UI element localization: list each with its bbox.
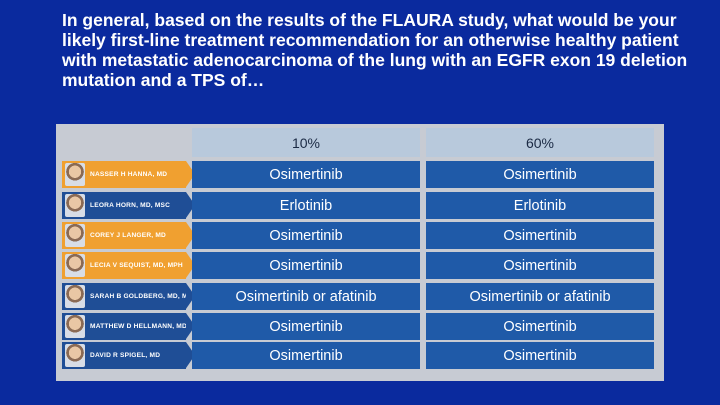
avatar	[65, 254, 85, 277]
faculty-name-tab: DAVID R SPIGEL, MD	[62, 342, 195, 369]
answer-cell-60: Osimertinib	[426, 342, 654, 369]
answer-cell-60: Osimertinib or afatinib	[426, 283, 654, 310]
faculty-name-tab: LEORA HORN, MD, MSC	[62, 192, 195, 219]
column-header-60: 60%	[426, 128, 654, 157]
answer-cell-10: Osimertinib	[192, 222, 420, 249]
question-text: In general, based on the results of the …	[62, 10, 688, 90]
faculty-name: DAVID R SPIGEL, MD	[90, 352, 161, 359]
answer-cell-60: Osimertinib	[426, 161, 654, 188]
faculty-name: MATTHEW D HELLMANN, MD	[90, 323, 187, 330]
avatar	[65, 224, 85, 247]
answer-cell-60: Osimertinib	[426, 313, 654, 340]
answer-cell-60: Erlotinib	[426, 192, 654, 219]
answer-cell-10: Osimertinib	[192, 161, 420, 188]
faculty-name: LEORA HORN, MD, MSC	[90, 202, 171, 209]
avatar	[65, 344, 85, 367]
faculty-name: NASSER H HANNA, MD	[90, 171, 168, 178]
faculty-name: COREY J LANGER, MD	[90, 232, 167, 239]
faculty-name: LECIA V SEQUIST, MD, MPH	[90, 262, 183, 269]
faculty-name-tab: NASSER H HANNA, MD	[62, 161, 195, 188]
faculty-name-tab: LECIA V SEQUIST, MD, MPH	[62, 252, 195, 279]
faculty-name-tab: MATTHEW D HELLMANN, MD	[62, 313, 195, 340]
answer-cell-60: Osimertinib	[426, 222, 654, 249]
answer-cell-10: Osimertinib or afatinib	[192, 283, 420, 310]
faculty-name-tab: COREY J LANGER, MD	[62, 222, 195, 249]
avatar	[65, 315, 85, 338]
answer-cell-10: Osimertinib	[192, 313, 420, 340]
column-header-10: 10%	[192, 128, 420, 157]
faculty-name: SARAH B GOLDBERG, MD, MPH	[90, 293, 198, 300]
answer-cell-60: Osimertinib	[426, 252, 654, 279]
avatar	[65, 163, 85, 186]
answer-cell-10: Osimertinib	[192, 342, 420, 369]
avatar	[65, 285, 85, 308]
faculty-name-tab: SARAH B GOLDBERG, MD, MPH	[62, 283, 197, 310]
answer-cell-10: Osimertinib	[192, 252, 420, 279]
answer-cell-10: Erlotinib	[192, 192, 420, 219]
avatar	[65, 194, 85, 217]
